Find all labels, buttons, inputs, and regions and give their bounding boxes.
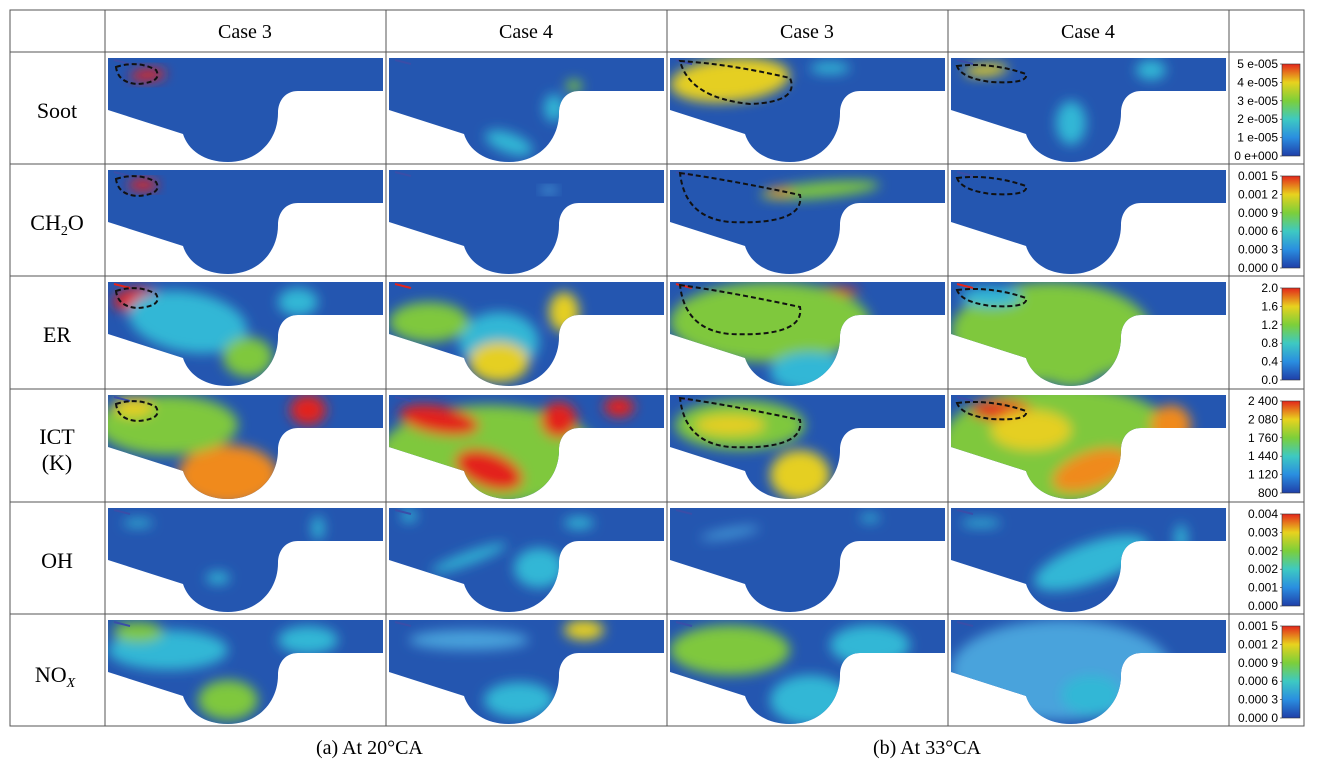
colorbar-tick-label: 0.001 5 bbox=[1238, 169, 1278, 183]
header-case4-a: Case 4 bbox=[499, 21, 553, 43]
panel-soot-case4-33ca bbox=[951, 58, 1226, 162]
panel-oh-case4-33ca bbox=[951, 508, 1226, 612]
panel-er-case4-33ca bbox=[951, 282, 1226, 386]
colorbar-tick-label: 0.001 bbox=[1248, 581, 1278, 595]
row-labels: Soot CH2O ER ICT (K) OH NOX bbox=[30, 98, 83, 691]
row-label-er: ER bbox=[43, 322, 71, 347]
panel-ict-case4-20ca bbox=[389, 395, 664, 499]
colorbar-ict: 2 400 2 080 1 760 1 440 1 120 800 bbox=[1248, 394, 1301, 500]
table-grid bbox=[9, 9, 1305, 727]
colorbar-oh: 0.004 0.003 0.002 0.002 0.001 0.000 bbox=[1248, 507, 1301, 613]
colorbar-tick-label: 1 760 bbox=[1248, 431, 1278, 445]
row-label-ict: ICT bbox=[39, 424, 75, 449]
contour-panels bbox=[108, 58, 1226, 724]
colorbar-tick-label: 0.8 bbox=[1261, 336, 1278, 350]
row-label-nox: NOX bbox=[35, 662, 76, 691]
row-label-oh: OH bbox=[41, 548, 73, 573]
panel-nox-case3-20ca bbox=[108, 620, 383, 724]
row-label-ch2o: CH2O bbox=[30, 210, 83, 239]
colorbar-tick-label: 1 120 bbox=[1248, 468, 1278, 482]
colorbar-tick-label: 4 e-005 bbox=[1237, 75, 1278, 89]
column-headers: Case 3 Case 4 Case 3 Case 4 bbox=[218, 21, 1115, 43]
panel-soot-case4-20ca bbox=[389, 58, 664, 162]
caption-a: (a) At 20°CA bbox=[316, 737, 423, 759]
colorbar-tick-label: 0.0 bbox=[1261, 373, 1278, 387]
panel-soot-case3-20ca bbox=[108, 58, 383, 162]
panel-er-case3-33ca bbox=[670, 282, 945, 386]
panel-nox-case4-33ca bbox=[951, 620, 1226, 724]
colorbar-tick-label: 0.000 3 bbox=[1238, 243, 1278, 257]
colorbar-tick-label: 0.000 bbox=[1248, 599, 1278, 613]
colorbar-tick-label: 2 e-005 bbox=[1237, 112, 1278, 126]
colorbar-tick-label: 2 080 bbox=[1248, 412, 1278, 426]
panel-ch2o-case3-33ca bbox=[670, 170, 945, 274]
panel-oh-case3-33ca bbox=[670, 508, 945, 612]
colorbars: 5 e-005 4 e-005 3 e-005 2 e-005 1 e-005 0 e+0… bbox=[1234, 57, 1301, 725]
panel-oh-case3-20ca bbox=[108, 508, 383, 612]
header-case3-a: Case 3 bbox=[218, 21, 272, 43]
colorbar-tick-label: 0.000 0 bbox=[1238, 261, 1278, 275]
panel-ict-case3-20ca bbox=[108, 395, 383, 499]
panel-soot-case3-33ca bbox=[670, 58, 945, 162]
colorbar-tick-label: 0.001 2 bbox=[1238, 187, 1278, 201]
colorbar-tick-label: 0.000 6 bbox=[1238, 674, 1278, 688]
colorbar-tick-label: 0.000 0 bbox=[1238, 711, 1278, 725]
colorbar-tick-label: 0.001 2 bbox=[1238, 637, 1278, 651]
panel-ict-case3-33ca bbox=[670, 395, 945, 499]
panel-er-case3-20ca bbox=[108, 282, 383, 386]
colorbar-tick-label: 1.6 bbox=[1261, 299, 1278, 313]
panel-nox-case4-20ca bbox=[389, 620, 664, 724]
caption-b: (b) At 33°CA bbox=[873, 737, 981, 759]
colorbar-tick-label: 0.003 bbox=[1248, 525, 1278, 539]
colorbar-tick-label: 1 440 bbox=[1248, 449, 1278, 463]
header-case4-b: Case 4 bbox=[1061, 21, 1115, 43]
colorbar-tick-label: 0 e+000 bbox=[1234, 149, 1278, 163]
colorbar-tick-label: 1 e-005 bbox=[1237, 131, 1278, 145]
panel-ch2o-case4-20ca bbox=[389, 170, 664, 274]
panel-er-case4-20ca bbox=[389, 282, 664, 386]
colorbar-tick-label: 5 e-005 bbox=[1237, 57, 1278, 71]
colorbar-tick-label: 0.001 5 bbox=[1238, 619, 1278, 633]
colorbar-soot: 5 e-005 4 e-005 3 e-005 2 e-005 1 e-005 0 e+0… bbox=[1234, 57, 1301, 163]
header-case3-b: Case 3 bbox=[780, 21, 834, 43]
colorbar-ch2o: 0.001 5 0.001 2 0.000 9 0.000 6 0.000 3 0.000… bbox=[1238, 169, 1301, 275]
colorbar-tick-label: 0.000 9 bbox=[1238, 656, 1278, 670]
colorbar-tick-label: 0.000 3 bbox=[1238, 693, 1278, 707]
colorbar-tick-label: 0.002 bbox=[1248, 544, 1278, 558]
colorbar-tick-label: 0.4 bbox=[1261, 355, 1278, 369]
colorbar-tick-label: 0.004 bbox=[1248, 507, 1278, 521]
colorbar-tick-label: 3 e-005 bbox=[1237, 94, 1278, 108]
colorbar-tick-label: 2 400 bbox=[1248, 394, 1278, 408]
colorbar-tick-label: 0.000 9 bbox=[1238, 206, 1278, 220]
colorbar-tick-label: 2.0 bbox=[1261, 281, 1278, 295]
panel-ch2o-case4-33ca bbox=[951, 170, 1226, 274]
colorbar-tick-label: 800 bbox=[1258, 486, 1278, 500]
colorbar-tick-label: 1.2 bbox=[1261, 318, 1278, 332]
colorbar-tick-label: 0.000 6 bbox=[1238, 224, 1278, 238]
row-label-ict-unit: (K) bbox=[42, 450, 73, 475]
row-label-soot: Soot bbox=[37, 98, 77, 123]
panel-oh-case4-20ca bbox=[389, 508, 664, 612]
panel-nox-case3-33ca bbox=[670, 620, 945, 724]
colorbar-er: 2.0 1.6 1.2 0.8 0.4 0.0 bbox=[1261, 281, 1301, 387]
panel-ch2o-case3-20ca bbox=[108, 170, 383, 274]
panel-ict-case4-33ca bbox=[951, 395, 1226, 499]
colorbar-tick-label: 0.002 bbox=[1248, 562, 1278, 576]
colorbar-nox: 0.001 5 0.001 2 0.000 9 0.000 6 0.000 3 0.000… bbox=[1238, 619, 1301, 725]
